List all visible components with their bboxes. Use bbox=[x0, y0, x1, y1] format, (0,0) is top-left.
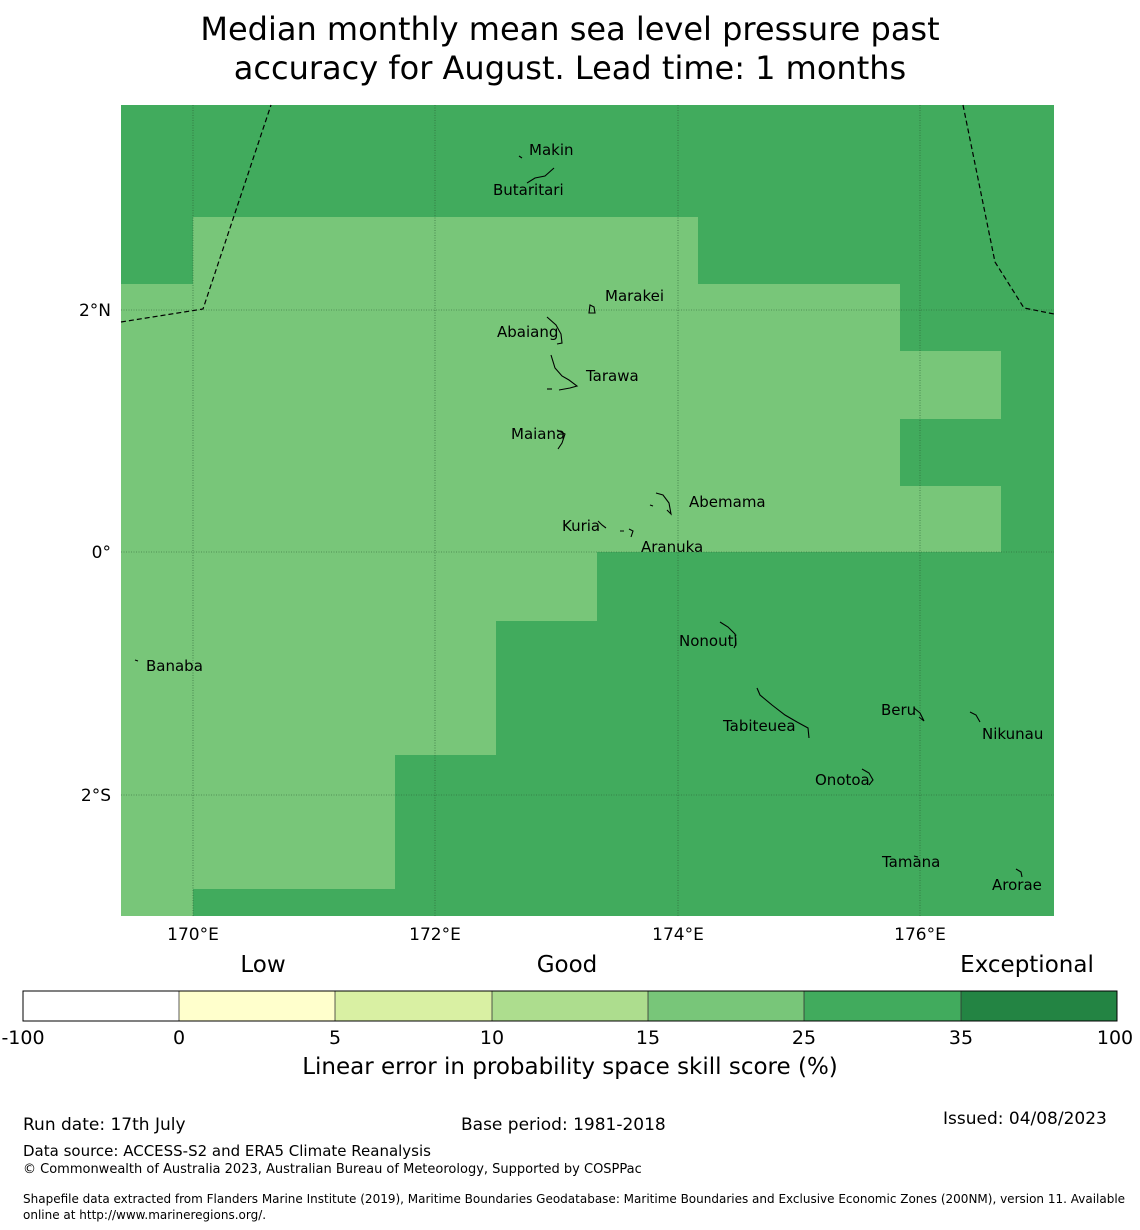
island-tamana bbox=[913, 855, 919, 858]
label-maiana: Maiana bbox=[511, 425, 565, 443]
island-tarawa bbox=[550, 354, 579, 391]
eez-boundary-west bbox=[120, 104, 272, 323]
label-abaiang: Abaiang bbox=[497, 323, 558, 341]
shapefile-credit-line-2: online at http://www.marineregions.org/. bbox=[23, 1208, 267, 1222]
cb-tick: 5 bbox=[329, 1027, 341, 1049]
label-butaritari: Butaritari bbox=[493, 181, 564, 199]
colorbar-ticks: -100 0 5 10 15 25 35 100 bbox=[1, 1027, 1133, 1049]
island-marakei bbox=[588, 304, 596, 314]
run-date: Run date: 17th July bbox=[23, 1115, 186, 1135]
island-abemama-islet bbox=[649, 504, 654, 507]
lon-label-172e: 172°E bbox=[409, 925, 461, 945]
tier-good: Good bbox=[537, 952, 598, 978]
graticule bbox=[121, 105, 1054, 916]
colorbar-bin-10-15 bbox=[492, 991, 648, 1021]
label-makin: Makin bbox=[529, 141, 574, 159]
lon-label-176e: 176°E bbox=[894, 925, 946, 945]
colorbar-bin-15-25 bbox=[648, 991, 804, 1021]
base-period: Base period: 1981-2018 bbox=[461, 1115, 666, 1135]
label-marakei: Marakei bbox=[605, 287, 664, 305]
island-abaiang bbox=[546, 316, 563, 345]
label-tarawa: Tarawa bbox=[585, 367, 639, 385]
island-tabiteuea bbox=[756, 687, 810, 739]
lat-label-2n: 2°N bbox=[79, 301, 111, 321]
title-line-1: Median monthly mean sea level pressure p… bbox=[200, 10, 940, 48]
island-abemama bbox=[655, 492, 672, 516]
skill-region-good bbox=[121, 217, 1001, 916]
lat-label-0: 0° bbox=[92, 543, 111, 563]
cb-tick: 25 bbox=[792, 1027, 816, 1049]
chart-title: Median monthly mean sea level pressure p… bbox=[0, 10, 1140, 88]
lon-label-174e: 174°E bbox=[652, 925, 704, 945]
label-tabiteuea: Tabiteuea bbox=[722, 717, 796, 735]
colorbar-title: Linear error in probability space skill … bbox=[302, 1054, 838, 1080]
colorbar-bin-25-35 bbox=[804, 991, 961, 1021]
island-butaritari bbox=[526, 167, 555, 184]
cb-tick: 35 bbox=[949, 1027, 973, 1049]
island-nonouti bbox=[719, 621, 737, 649]
island-beru bbox=[913, 707, 925, 722]
data-source: Data source: ACCESS-S2 and ERA5 Climate … bbox=[23, 1142, 431, 1160]
label-beru: Beru bbox=[881, 701, 916, 719]
label-tamana: Tamana bbox=[881, 853, 940, 871]
island-banaba bbox=[134, 659, 139, 662]
colorbar-bin-neg100-0 bbox=[23, 991, 179, 1021]
colorbar bbox=[22, 990, 1118, 1022]
tier-exceptional: Exceptional bbox=[960, 952, 1094, 978]
skill-grid bbox=[121, 105, 1054, 916]
label-arorae: Arorae bbox=[992, 876, 1042, 894]
cb-tick: 10 bbox=[480, 1027, 504, 1049]
cb-tick: 15 bbox=[636, 1027, 660, 1049]
island-outlines bbox=[134, 155, 1023, 878]
cb-tick: -100 bbox=[1, 1027, 44, 1049]
island-maiana bbox=[556, 429, 566, 450]
shapefile-credit-line-1: Shapefile data extracted from Flanders M… bbox=[23, 1192, 1126, 1206]
label-abemama: Abemama bbox=[689, 493, 766, 511]
eez-boundaries bbox=[120, 104, 1055, 323]
label-nikunau: Nikunau bbox=[982, 725, 1043, 743]
island-makin bbox=[518, 155, 523, 159]
tier-low: Low bbox=[240, 952, 285, 978]
cb-tick: 0 bbox=[173, 1027, 185, 1049]
colorbar-frame bbox=[22, 990, 1118, 1022]
lon-label-170e: 170°E bbox=[167, 925, 219, 945]
cb-tick: 100 bbox=[1097, 1027, 1133, 1049]
colorbar-tiers: Low Good Exceptional bbox=[240, 952, 1093, 978]
colorbar-bin-5-10 bbox=[335, 991, 492, 1021]
copyright: © Commonwealth of Australia 2023, Austra… bbox=[23, 1162, 642, 1177]
issued-date: Issued: 04/08/2023 bbox=[943, 1109, 1107, 1129]
colorbar-bin-0-5 bbox=[179, 991, 335, 1021]
island-aranuka bbox=[620, 528, 634, 538]
lat-label-2s: 2°S bbox=[81, 786, 111, 806]
label-kuria: Kuria bbox=[562, 517, 600, 535]
eez-boundary-east bbox=[962, 104, 1055, 315]
label-onotoa: Onotoa bbox=[815, 771, 870, 789]
island-nikunau bbox=[969, 711, 981, 723]
place-labels: Makin Butaritari Marakei Abaiang Tarawa … bbox=[146, 141, 1043, 894]
island-kuria bbox=[597, 520, 607, 529]
label-banaba: Banaba bbox=[146, 657, 203, 675]
island-onotoa bbox=[861, 768, 874, 786]
label-aranuka: Aranuka bbox=[641, 538, 703, 556]
label-nonouti: Nonouti bbox=[679, 632, 738, 650]
island-arorae bbox=[1015, 868, 1023, 878]
axis-labels: 170°E 172°E 174°E 176°E 2°N 0° 2°S bbox=[79, 301, 946, 945]
shapefile-credit: Shapefile data extracted from Flanders M… bbox=[23, 1191, 1135, 1223]
colorbar-bin-35-100 bbox=[961, 991, 1117, 1021]
title-line-2: accuracy for August. Lead time: 1 months bbox=[233, 49, 907, 87]
